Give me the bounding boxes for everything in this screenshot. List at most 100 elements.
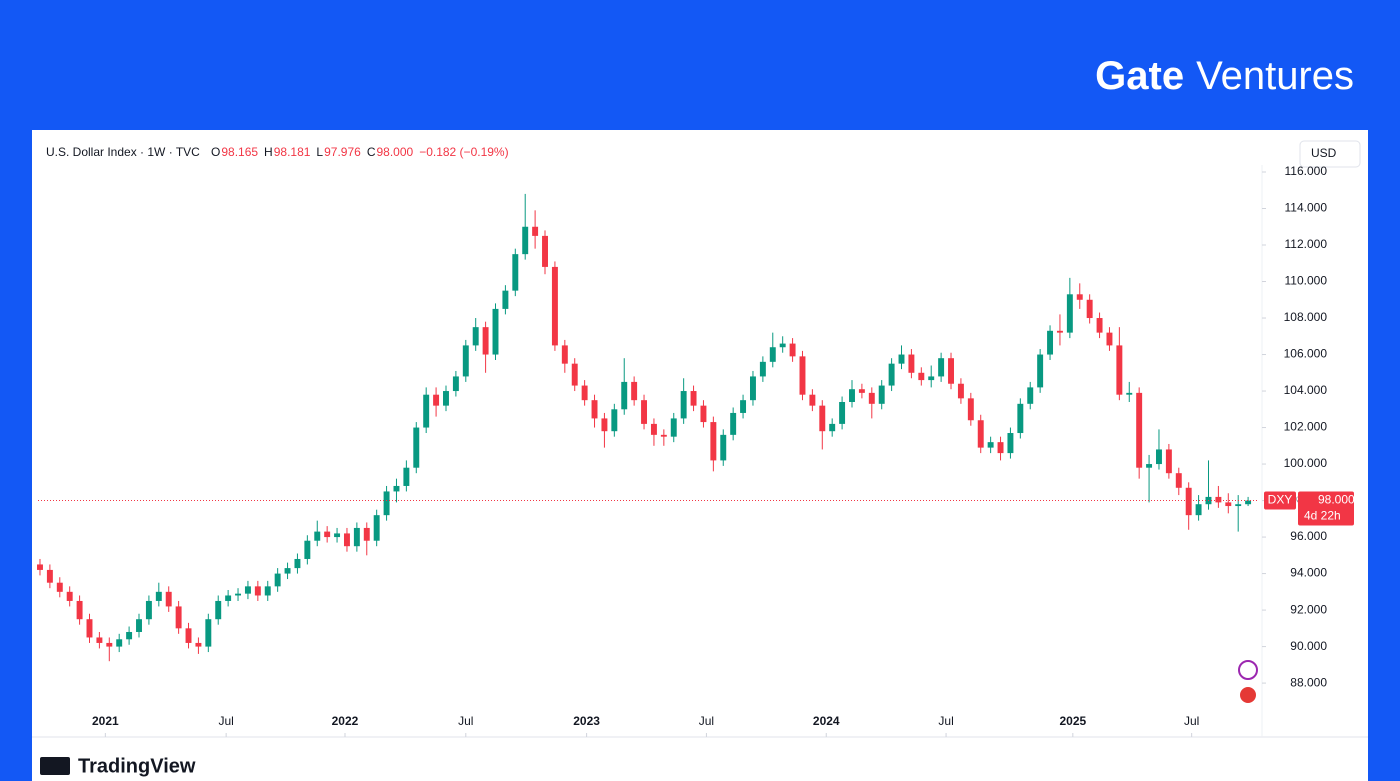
- ohlc-change: −0.182 (−0.19%): [419, 145, 508, 159]
- candle-body: [1116, 345, 1123, 395]
- candle-body: [957, 383, 964, 399]
- candle-body: [96, 637, 103, 643]
- candle-body: [928, 376, 935, 381]
- candle-body: [680, 391, 687, 419]
- ohlc-o: 98.165: [221, 145, 258, 159]
- candle-body: [165, 591, 172, 607]
- candle-body: [1156, 449, 1162, 465]
- candle-body: [46, 569, 53, 583]
- event-icon[interactable]: [1238, 660, 1258, 680]
- candle-body: [274, 573, 281, 587]
- candle-body: [799, 356, 806, 395]
- candle-body: [987, 442, 994, 448]
- chart-card: [32, 130, 1368, 781]
- candle-body: [235, 593, 242, 596]
- y-tick-label: 88.000: [1290, 675, 1327, 689]
- candle-body: [383, 491, 390, 516]
- candle-body: [601, 418, 608, 432]
- ohlc-l_key: L: [316, 145, 323, 159]
- candle-body: [1017, 403, 1024, 434]
- candle-body: [918, 372, 925, 381]
- candle-body: [749, 376, 756, 401]
- y-tick-label: 102.000: [1284, 420, 1328, 434]
- tv-logo: [40, 757, 70, 775]
- x-tick-label: 2023: [573, 714, 600, 728]
- candle-body: [551, 266, 558, 346]
- candle-body: [1076, 294, 1083, 300]
- candle-body: [1106, 332, 1113, 346]
- candle-body: [106, 642, 113, 647]
- x-tick-label: Jul: [699, 714, 714, 728]
- candle-body: [314, 531, 321, 541]
- candle-body: [423, 394, 430, 428]
- candle-body: [898, 354, 905, 364]
- candle-body: [839, 401, 846, 424]
- candle-body: [145, 600, 152, 620]
- candle-body: [185, 628, 192, 643]
- candle-body: [324, 531, 331, 538]
- brand: Gate Ventures: [1095, 54, 1354, 99]
- candle-body: [532, 226, 539, 236]
- candle-body: [938, 358, 945, 377]
- y-tick-label: 90.000: [1290, 639, 1327, 653]
- candle-body: [908, 354, 915, 373]
- x-tick-label: Jul: [218, 714, 233, 728]
- candle-body: [1007, 433, 1014, 454]
- candle-body: [878, 385, 885, 404]
- x-tick-label: 2025: [1059, 714, 1086, 728]
- candle-body: [977, 420, 984, 448]
- candle-body: [66, 591, 73, 601]
- candle-body: [1096, 318, 1103, 333]
- candle-body: [1066, 294, 1073, 333]
- candle-body: [413, 427, 420, 468]
- candle-body: [1225, 502, 1232, 507]
- candle-body: [462, 345, 469, 377]
- candle-body: [225, 595, 232, 601]
- currency[interactable]: USD: [1311, 146, 1337, 160]
- candle-body: [621, 381, 628, 410]
- candle-body: [215, 600, 222, 620]
- candle-body: [700, 405, 707, 423]
- currency-button[interactable]: [1299, 140, 1361, 168]
- candle-body: [472, 327, 479, 346]
- candle-body: [294, 558, 301, 569]
- candle-body: [948, 358, 954, 384]
- candle-body: [126, 631, 133, 640]
- candle-body: [740, 400, 747, 413]
- candle-body: [195, 642, 202, 647]
- candle-body: [1146, 464, 1153, 468]
- footer-brand: TradingView: [78, 755, 196, 777]
- y-tick-label: 106.000: [1284, 347, 1328, 361]
- candle-body: [868, 392, 875, 404]
- candle-body: [343, 533, 350, 547]
- candle-body: [175, 606, 182, 629]
- ohlc-h: 98.181: [274, 145, 311, 159]
- candle-body: [690, 391, 697, 406]
- candle-body: [512, 254, 519, 291]
- x-tick-label: Jul: [938, 714, 953, 728]
- x-tick-label: 2022: [332, 714, 359, 728]
- candle-body: [86, 619, 93, 638]
- candle-body: [710, 422, 717, 461]
- ohlc-l: 97.976: [324, 145, 361, 159]
- candle-body: [858, 389, 865, 393]
- price-tag-countdown: 4d 22h: [1304, 509, 1341, 523]
- price-tag-price: 98.000: [1318, 493, 1355, 507]
- brand-suffix: Ventures: [1196, 54, 1354, 98]
- candle-body: [769, 347, 776, 362]
- candle-body: [660, 434, 667, 437]
- candle-body: [1056, 330, 1063, 333]
- brand-logo: Gate: [1095, 54, 1185, 98]
- candle-body: [284, 568, 291, 574]
- candle-body: [304, 540, 311, 559]
- candle-body: [393, 485, 400, 492]
- flag-icon[interactable]: [1238, 685, 1258, 705]
- candle-body: [353, 527, 360, 547]
- candle-body: [591, 400, 598, 419]
- candle-body: [334, 533, 341, 538]
- candle-body: [254, 586, 261, 596]
- chart-title: U.S. Dollar Index · 1W · TVC: [46, 145, 200, 159]
- candle-body: [720, 434, 727, 461]
- price-tag-symbol-bg: [1264, 491, 1296, 510]
- candle-body: [1195, 504, 1202, 516]
